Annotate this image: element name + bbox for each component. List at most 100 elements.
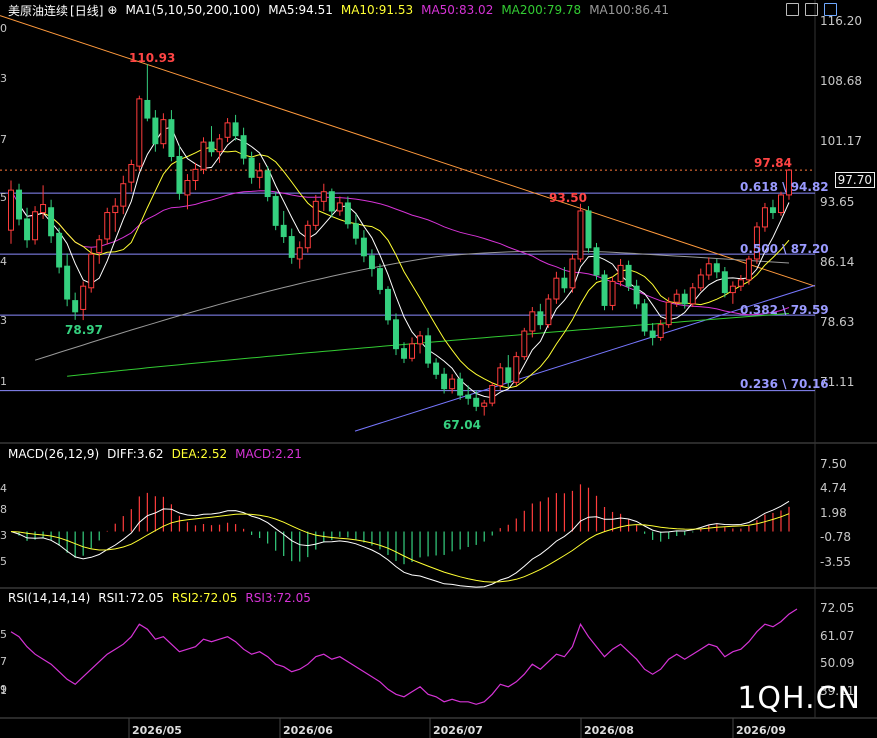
candle-body — [136, 98, 143, 167]
left-tick-label: 4 — [0, 482, 7, 495]
candle-body — [601, 274, 608, 306]
price-tick-label: 93.65 — [820, 194, 855, 209]
candle-body — [537, 311, 544, 326]
candle-body — [88, 253, 95, 289]
macd-params: MACD(26,12,9) — [8, 447, 100, 461]
candle-body — [417, 335, 424, 345]
candle-body — [328, 191, 335, 212]
restore-icon[interactable] — [805, 3, 818, 16]
support-trendline — [354, 284, 816, 432]
candle-body — [577, 210, 584, 260]
candle-body — [777, 194, 784, 214]
maximize-icon[interactable] — [824, 3, 837, 16]
candle-body — [681, 293, 688, 305]
candle-body — [393, 319, 399, 350]
candle-body — [409, 343, 416, 359]
candle-body — [80, 285, 87, 310]
annot-low-1: 78.97 — [65, 323, 103, 337]
macd-tick-label: 4.74 — [820, 481, 847, 496]
ma10-value: MA10:91.53 — [340, 3, 414, 17]
candle-body — [352, 223, 359, 239]
candle-body — [761, 207, 768, 228]
candle-body — [208, 141, 215, 153]
candle-body — [689, 287, 696, 305]
candle-body — [112, 205, 119, 214]
candle-body — [376, 268, 383, 290]
left-tick-label: 3 — [0, 529, 7, 542]
candle-body — [553, 277, 560, 300]
candle-body — [184, 180, 191, 196]
candle-body — [745, 258, 752, 281]
candle-body — [569, 258, 576, 289]
price-panel-header: 美原油连续 [日线] ⊕ MA1(5,10,50,200,100) MA5:94… — [8, 2, 677, 18]
candle-body — [609, 280, 616, 306]
candle-body — [40, 204, 47, 214]
candle-body — [344, 202, 351, 225]
rsi-tick-label: 39.11 — [820, 683, 855, 698]
candle-body — [144, 99, 151, 119]
candle-body — [481, 402, 488, 407]
left-tick-label: 7 — [0, 655, 7, 668]
candle-body — [168, 119, 175, 158]
candle-body — [465, 394, 472, 399]
candle-body — [104, 212, 111, 240]
current-price-tag: 97.70 — [834, 172, 875, 188]
candle-body — [497, 367, 504, 386]
candle-body — [625, 264, 632, 287]
price-tick-label: 108.68 — [820, 74, 862, 89]
candle-body — [280, 224, 287, 238]
annot-high-3: 97.84 — [754, 156, 792, 170]
candle-body — [48, 207, 55, 237]
candle-body — [729, 285, 736, 294]
macd-value: MACD:2.21 — [235, 447, 302, 461]
annot-low-2: 67.04 — [443, 418, 481, 432]
settings-icon[interactable]: ⊕ — [107, 3, 118, 17]
candle-body — [176, 156, 183, 194]
candle-body — [561, 277, 568, 289]
candle-body — [649, 330, 656, 338]
ma50-value: MA50:83.02 — [421, 3, 494, 17]
minimize-icon[interactable] — [786, 3, 799, 16]
candle-body — [384, 288, 391, 321]
candle-body — [24, 218, 31, 241]
rsi-line — [10, 608, 798, 705]
macd-dea: DEA:2.52 — [171, 447, 228, 461]
macd-diff: DIFF:3.62 — [107, 447, 164, 461]
rsi-panel-header: RSI(14,14,14) RSI1:72.05 RSI2:72.05 RSI3… — [8, 590, 319, 606]
candle-body — [449, 378, 456, 390]
candle-body — [425, 335, 432, 364]
time-tick-label: 2026/07 — [433, 724, 483, 737]
rsi1-value: RSI1:72.05 — [98, 591, 164, 605]
candle-body — [713, 263, 720, 273]
time-tick-label: 2026/05 — [132, 724, 182, 737]
left-tick-label: 9 — [0, 683, 7, 696]
candle-body — [232, 122, 239, 137]
candle-body — [320, 191, 327, 202]
rsi-tick-label: 50.09 — [820, 656, 855, 670]
macd-tick-label: -3.55 — [820, 555, 852, 569]
candle-body — [737, 279, 744, 287]
ma5-value: MA5:94.51 — [268, 3, 333, 17]
candle-body — [312, 200, 319, 226]
macd-tick-label: 7.50 — [820, 457, 847, 471]
price-tick-label: 116.20 — [820, 14, 862, 28]
candle-body — [264, 170, 271, 198]
candle-body — [72, 300, 79, 313]
period-label[interactable]: [日线] — [70, 3, 104, 18]
candle-body — [192, 168, 199, 182]
time-tick-label: 2026/06 — [283, 724, 333, 737]
candle-body — [721, 271, 728, 294]
candle-body — [513, 356, 520, 383]
annot-high-1: 110.93 — [129, 51, 176, 65]
candle-body — [401, 348, 407, 359]
candle-body — [16, 189, 23, 220]
candle-body — [441, 373, 448, 390]
candle-body — [433, 362, 440, 375]
ma5-line — [18, 126, 790, 399]
candle-body — [296, 247, 303, 260]
left-tick-label: 7 — [0, 133, 7, 146]
candle-body — [160, 119, 167, 145]
candle-body — [489, 384, 496, 404]
